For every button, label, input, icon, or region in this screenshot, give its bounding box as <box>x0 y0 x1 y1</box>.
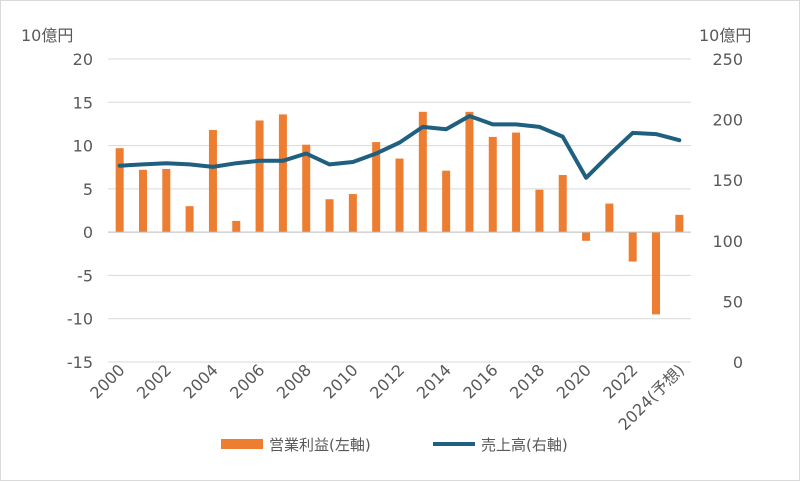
bar-2007 <box>278 114 287 233</box>
right-axis-ticks: 250 200 150 100 50 0 <box>712 50 743 372</box>
bar-2011 <box>372 142 381 233</box>
bar-2006 <box>255 120 264 233</box>
bar-2013 <box>418 111 427 233</box>
left-tick-label: 5 <box>83 180 93 199</box>
bar-2005 <box>232 220 241 233</box>
bar-2023 <box>652 232 661 315</box>
bar-2024(予想) <box>675 214 684 233</box>
left-tick-label: -15 <box>67 353 93 372</box>
legend-bar-swatch <box>221 439 263 449</box>
bar-2016 <box>488 136 497 233</box>
left-tick-label: -10 <box>67 310 93 329</box>
bar-2010 <box>348 194 357 233</box>
x-tick-label: 2022 <box>599 360 641 402</box>
bar-2012 <box>395 158 404 233</box>
bar-2018 <box>535 189 544 233</box>
bar-2004 <box>208 129 217 233</box>
bar-2008 <box>302 144 311 233</box>
x-tick-label: 2016 <box>459 360 501 402</box>
bar-2017 <box>512 132 521 233</box>
legend-line-label: 売上高(右軸) <box>481 436 568 454</box>
x-tick-label: 2012 <box>366 360 408 402</box>
bar-2014 <box>442 170 451 233</box>
x-tick-label: 2018 <box>506 360 548 402</box>
left-axis-unit-label: 10億円 <box>21 26 73 45</box>
bar-2021 <box>605 203 614 233</box>
x-tick-label: 2004 <box>180 360 222 402</box>
bar-2002 <box>162 168 171 233</box>
right-tick-label: 150 <box>712 171 743 190</box>
bar-2020 <box>582 232 591 241</box>
sales-line <box>117 114 682 180</box>
left-tick-label: 0 <box>83 223 93 242</box>
left-tick-label: 10 <box>73 137 93 156</box>
x-tick-label: 2002 <box>133 360 175 402</box>
left-tick-label: -5 <box>77 266 93 285</box>
bar-2019 <box>558 175 567 233</box>
legend-bar-label: 営業利益(左軸) <box>269 436 371 454</box>
bar-2001 <box>138 169 147 233</box>
bar-2000 <box>115 148 124 233</box>
left-tick-label: 20 <box>73 50 93 69</box>
bar-2009 <box>325 199 334 233</box>
x-tick-label: 2006 <box>226 360 268 402</box>
right-tick-label: 50 <box>723 292 743 311</box>
x-axis-ticks: 2000 2002 2004 2006 2008 2010 2012 2014 2016 2018… <box>86 360 688 434</box>
left-tick-label: 15 <box>73 93 93 112</box>
legend: 営業利益(左軸) 売上高(右軸) <box>221 436 568 454</box>
bar-2003 <box>185 206 194 233</box>
x-tick-label: 2014 <box>413 360 455 402</box>
x-tick-label: 2010 <box>319 360 361 402</box>
right-tick-label: 100 <box>712 232 743 251</box>
left-axis-ticks: 20 15 10 5 0 -5 -10 -15 <box>67 50 93 372</box>
bar-2022 <box>628 232 637 262</box>
operating-profit-bars <box>115 111 684 315</box>
sales-line-series <box>117 114 682 180</box>
x-tick-label: 2020 <box>553 360 595 402</box>
right-tick-label: 200 <box>712 111 743 130</box>
bar-2015 <box>465 111 474 233</box>
right-tick-label: 250 <box>712 50 743 69</box>
right-tick-label: 0 <box>733 353 743 372</box>
x-tick-label: 2008 <box>273 360 315 402</box>
right-axis-unit-label: 10億円 <box>699 26 751 45</box>
